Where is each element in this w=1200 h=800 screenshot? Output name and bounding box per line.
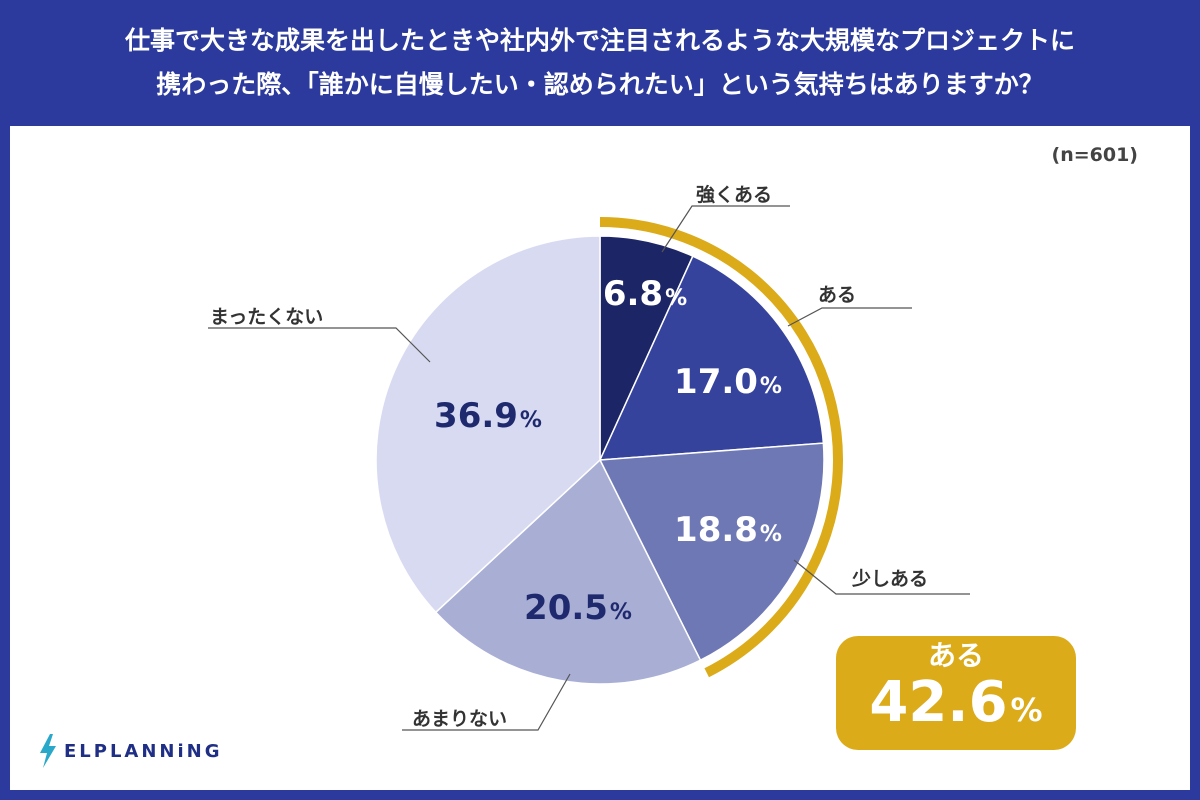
leader-somewhat-yes (793, 559, 970, 595)
pct-strongly-yes: 6.8% (602, 274, 688, 314)
leader-strongly-yes (661, 205, 790, 253)
pct-not-really: 20.5% (524, 588, 632, 628)
label-not-at-all: まったくない (210, 306, 324, 328)
brand-logo: ELPLANNiNG (38, 734, 223, 768)
pct-yes: 17.0% (674, 362, 782, 402)
pie-slice-yes (598, 255, 825, 461)
sample-size: (n=601) (1051, 144, 1138, 166)
title-line-1: 仕事で大きな成果を出したときや社内外で注目されるような大規模なプロジェクトに (124, 26, 1075, 55)
summary-badge: ある 42.6% (836, 636, 1076, 750)
pie-slice-somewhat-yes (598, 442, 825, 662)
summary-value: 42.6% (869, 669, 1043, 735)
summary-label: ある (927, 638, 984, 672)
pie-slice-not-at-all (375, 235, 601, 614)
label-yes: ある (818, 284, 857, 306)
pct-not-at-all: 36.9% (434, 396, 542, 436)
pie-slice-not-really (434, 458, 702, 685)
leader-not-really (402, 673, 571, 731)
chart-title: 仕事で大きな成果を出したときや社内外で注目されるような大規模なプロジェクトに 携… (0, 0, 1200, 126)
pie-chart (208, 205, 970, 731)
label-not-really: あまりない (412, 708, 508, 730)
brand-name: ELPLANNiNG (64, 740, 223, 762)
lightning-icon (40, 734, 56, 768)
chart-panel: (n=601) 強くある ある 少しある あまりない まったくない 6.8% 1… (10, 126, 1190, 790)
highlight-arc (599, 217, 843, 678)
pct-somewhat-yes: 18.8% (674, 510, 782, 550)
label-strongly-yes: 強くある (696, 184, 773, 206)
title-line-2: 携わった際、「誰かに自慢したい・認められたい」という気持ちはありますか？ (156, 70, 1044, 99)
leader-not-at-all (208, 327, 431, 363)
leader-yes (787, 307, 912, 327)
label-somewhat-yes: 少しある (852, 568, 929, 590)
